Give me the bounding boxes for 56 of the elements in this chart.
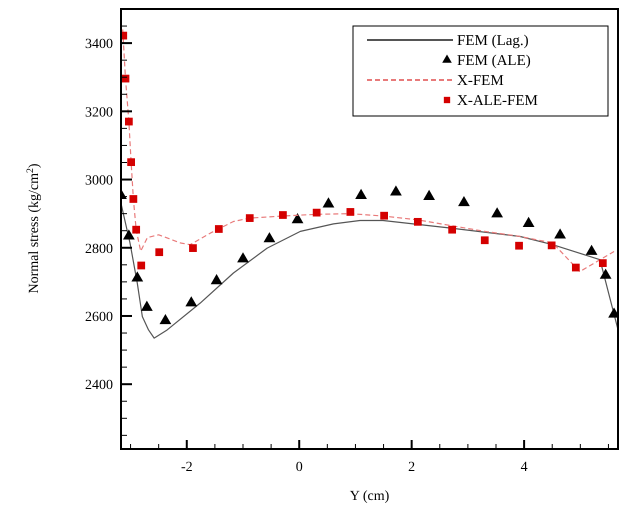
- point: [355, 188, 367, 199]
- point: [548, 242, 556, 250]
- point: [598, 259, 607, 267]
- point: [480, 236, 489, 244]
- y-tick-label: 3400: [85, 37, 113, 52]
- point: [312, 208, 321, 216]
- legend-label: FEM (Lag.): [457, 33, 529, 49]
- point: [127, 158, 135, 166]
- legend-label: X-FEM: [457, 73, 504, 89]
- x-axis-title: Y (cm): [350, 489, 390, 504]
- y-tick-label: 2400: [85, 378, 113, 394]
- point: [572, 264, 580, 272]
- point: [600, 268, 612, 279]
- legend-label: X-ALE-FEM: [457, 93, 538, 109]
- point: [292, 212, 304, 224]
- point: [264, 232, 276, 242]
- point: [185, 296, 198, 306]
- point: [515, 242, 523, 250]
- point: [237, 252, 249, 262]
- point: [491, 207, 504, 218]
- point: [390, 185, 402, 196]
- point: [380, 212, 388, 220]
- point: [189, 244, 197, 252]
- y-tick-label: 3200: [85, 105, 113, 120]
- x-tick-label: 4: [520, 460, 528, 475]
- point: [522, 216, 534, 227]
- point: [210, 274, 222, 284]
- point: [322, 197, 334, 208]
- y-tick-label: 2600: [85, 310, 113, 325]
- point: [132, 226, 140, 234]
- point: [458, 196, 470, 206]
- y-tick-label: 3000: [85, 174, 113, 189]
- x-tick-label: -2: [180, 460, 193, 475]
- point: [423, 190, 435, 200]
- point: [140, 300, 153, 311]
- x-tick-label: 0: [296, 460, 303, 475]
- legend-label: FEM (ALE): [457, 53, 531, 69]
- line-series: [122, 28, 615, 272]
- point: [155, 248, 164, 256]
- point: [448, 226, 456, 234]
- point: [554, 228, 566, 239]
- point: [131, 271, 144, 282]
- point: [414, 218, 422, 226]
- point: [279, 211, 287, 219]
- point: [586, 244, 598, 255]
- point: [125, 118, 133, 126]
- point: [160, 314, 172, 324]
- point: [122, 74, 130, 82]
- x-tick-label: 2: [408, 460, 416, 475]
- point: [246, 214, 254, 222]
- point: [214, 225, 223, 233]
- point: [129, 195, 138, 203]
- point: [137, 262, 146, 270]
- point: [346, 208, 354, 216]
- point: [122, 229, 135, 240]
- y-tick-label: 2800: [85, 242, 113, 257]
